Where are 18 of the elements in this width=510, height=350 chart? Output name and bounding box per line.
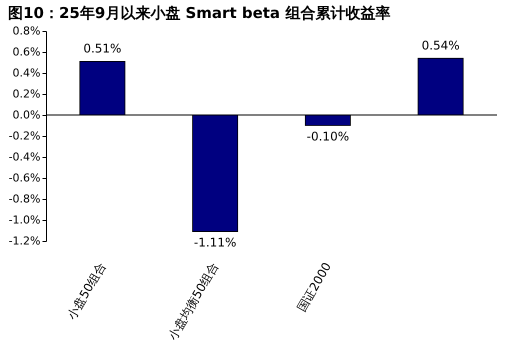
y-tick-label: -0.2%: [8, 130, 40, 142]
y-tick-label: -1.2%: [8, 234, 40, 248]
y-tick-label: -0.4%: [8, 150, 40, 164]
y-tick-label: 0.0%: [12, 108, 40, 122]
y-tick-label: -0.8%: [8, 192, 40, 206]
y-tick-label: 0.8%: [12, 24, 40, 38]
x-tick-label: 小盘均衡50组合: [165, 260, 222, 343]
data-label: -1.11%: [194, 236, 236, 250]
y-tick-label: -0.6%: [8, 172, 40, 184]
x-tick-label: 小盘50组合: [64, 260, 108, 322]
data-label: 0.51%: [83, 41, 122, 56]
chart-title: 图10：25年9月以来小盘 Smart beta 组合累计收益率: [8, 4, 390, 22]
y-tick-label: 0.4%: [12, 66, 40, 80]
y-tick-label: 0.2%: [12, 88, 40, 100]
data-label: -0.10%: [306, 130, 350, 144]
data-label: 0.54%: [422, 38, 460, 52]
y-tick-label: -1.0%: [8, 214, 40, 226]
y-tick-label: 0.6%: [12, 46, 40, 58]
